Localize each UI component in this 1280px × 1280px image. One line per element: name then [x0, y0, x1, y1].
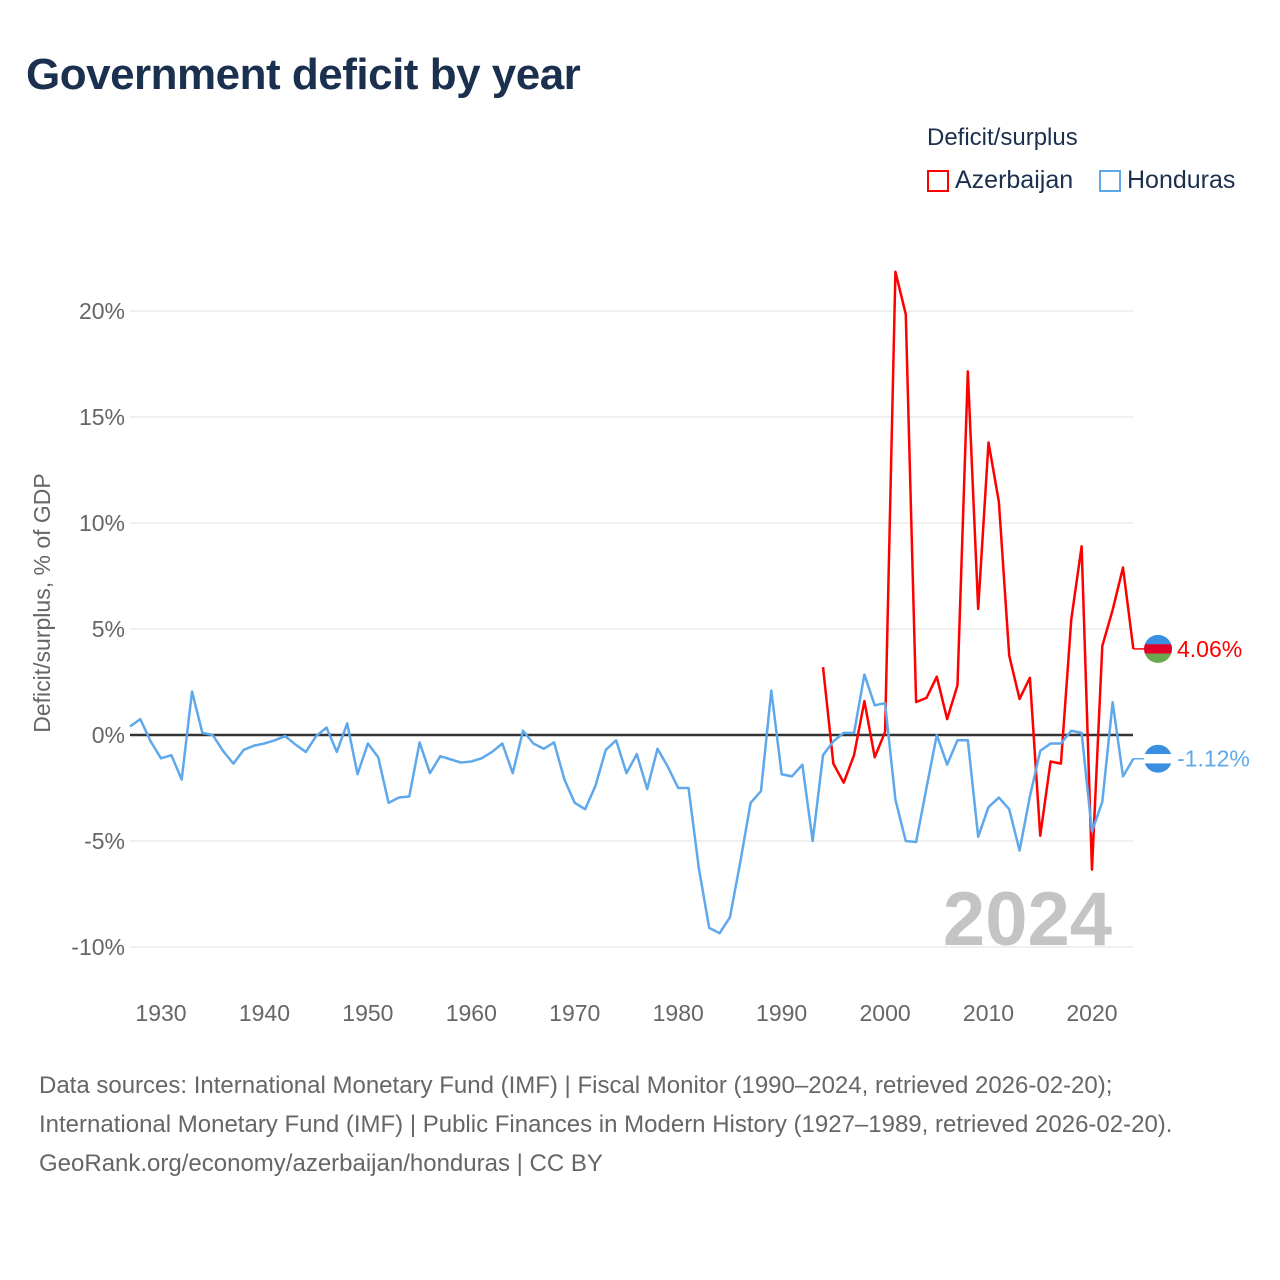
credit-link[interactable]: GeoRank.org/economy/azerbaijan/honduras …: [39, 1150, 603, 1177]
x-tick-label: 1940: [239, 1000, 290, 1026]
x-tick-label: 1980: [653, 1000, 704, 1026]
x-tick-label: 1960: [446, 1000, 497, 1026]
x-tick-label: 1930: [135, 1000, 186, 1026]
y-tick-label: -10%: [71, 934, 125, 960]
y-axis-label: Deficit/surplus, % of GDP: [29, 473, 55, 732]
x-tick-label: 2010: [963, 1000, 1014, 1026]
x-tick-label: 1970: [549, 1000, 600, 1026]
legend-item-azerbaijan[interactable]: Azerbaijan: [927, 166, 1073, 195]
y-tick-label: 20%: [79, 298, 125, 324]
legend-item-honduras[interactable]: Honduras: [1099, 166, 1235, 195]
end-value-label: -1.12%: [1177, 746, 1250, 772]
legend-swatch-honduras: [1099, 169, 1121, 192]
end-value-label: 4.06%: [1177, 636, 1242, 662]
azerbaijan-flag-icon: [1144, 634, 1172, 663]
chart-title: Government deficit by year: [26, 50, 581, 99]
series-line-azerbaijan: [821, 270, 1135, 871]
y-tick-label: 15%: [79, 404, 125, 430]
x-tick-label: 2020: [1066, 1000, 1117, 1026]
y-tick-label: 10%: [79, 510, 125, 536]
year-watermark: 2024: [943, 877, 1112, 962]
series-line-honduras: [129, 673, 1135, 935]
legend-title: Deficit/surplus: [927, 124, 1078, 151]
y-tick-label: 0%: [92, 722, 125, 748]
legend-label: Azerbaijan: [955, 166, 1074, 194]
x-tick-label: 1950: [342, 1000, 393, 1026]
x-tick-label: 2000: [859, 1000, 910, 1026]
legend-swatch-azerbaijan: [927, 169, 949, 192]
legend-label: Honduras: [1127, 166, 1236, 194]
y-tick-label: 5%: [92, 616, 125, 642]
y-tick-label: -5%: [84, 828, 125, 854]
footer: Data sources: International Monetary Fun…: [39, 1066, 1239, 1183]
honduras-flag-icon: [1144, 744, 1172, 773]
x-tick-label: 1990: [756, 1000, 807, 1026]
data-sources: Data sources: International Monetary Fun…: [39, 1072, 1173, 1138]
